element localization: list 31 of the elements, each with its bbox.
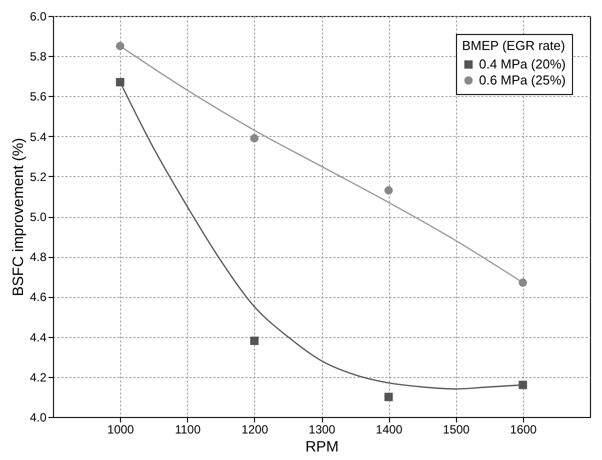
x-tick-label: 1300 [308,422,336,436]
y-tick-label: 4.2 [30,370,47,384]
y-tick-label: 5.8 [30,50,47,64]
x-axis-title: RPM [305,438,339,456]
legend-label: 0.6 MPa (25%) [479,72,566,88]
y-tick-label: 5.4 [30,130,47,144]
y-tick-label: 6.0 [30,10,47,24]
x-tick-label: 1400 [376,422,403,436]
y-tick-label: 4.4 [30,330,47,344]
y-tick-label: 5.6 [30,90,47,104]
point [384,186,393,195]
y-tick-label: 4.0 [30,410,47,424]
x-tick-label: 1000 [107,422,134,436]
point [384,392,393,402]
point [518,278,528,287]
point [250,134,259,142]
legend-label: 0.4 MPa (20%) [479,56,566,72]
x-tick-label: 1100 [174,422,201,436]
y-tick-label: 4.8 [30,250,47,264]
legend-title: BMEP (EGR rate) [462,38,566,53]
point [116,42,124,50]
point [116,78,124,86]
y-tick-label: 5.2 [30,170,47,184]
x-tick-label: 1200 [242,422,269,436]
x-tick-label: 1500 [442,422,470,436]
y-tick-label: 5.0 [30,210,47,224]
y-axis-title: BSFC improvement (%) [10,138,27,296]
y-tick-label: 4.6 [30,290,47,304]
x-tick-label: 1600 [510,422,538,436]
point [250,336,259,345]
point [518,380,528,390]
